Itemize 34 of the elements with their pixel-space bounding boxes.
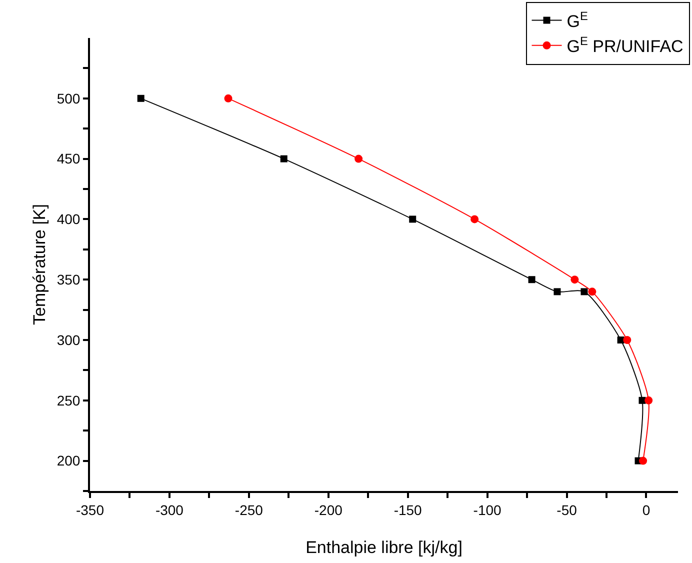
- point: [639, 456, 648, 465]
- point: [554, 288, 561, 296]
- point: [280, 155, 288, 162]
- y-tick-label: 300: [56, 332, 80, 348]
- point: [588, 288, 596, 296]
- y-tick-label: 350: [56, 272, 80, 288]
- y-tick-label: 500: [56, 90, 80, 106]
- x-tick-label: -200: [314, 502, 343, 518]
- y-tick-label: 450: [56, 150, 80, 167]
- x-tick-label: -300: [155, 502, 184, 518]
- legend-label: G$^{E}$: [566, 8, 588, 31]
- point: [528, 276, 536, 284]
- point: [409, 216, 416, 223]
- x-tick-label: -50: [556, 502, 578, 518]
- point: [644, 396, 653, 404]
- point: [570, 276, 579, 284]
- point: [354, 154, 363, 163]
- y-tick-label: 200: [56, 452, 80, 469]
- y-axis-title: Température [K]: [30, 204, 49, 325]
- x-axis-title: Enthalpie libre [kj/kg]: [306, 538, 462, 557]
- x-tick-label: -100: [473, 502, 502, 518]
- point: [224, 94, 232, 102]
- y-tick-label: 250: [56, 392, 80, 408]
- point: [137, 94, 144, 102]
- point: [470, 215, 479, 224]
- legend-label: G$^{E}$ PR/UNIFAC: [566, 34, 684, 56]
- y-tick-label: 400: [56, 211, 80, 228]
- x-tick-label: 0: [642, 502, 650, 518]
- x-tick-label: -150: [394, 502, 422, 518]
- x-tick-label: -250: [234, 502, 264, 518]
- point: [623, 336, 632, 344]
- x-tick-label: -350: [76, 502, 104, 518]
- point: [638, 396, 646, 404]
- point: [580, 288, 588, 296]
